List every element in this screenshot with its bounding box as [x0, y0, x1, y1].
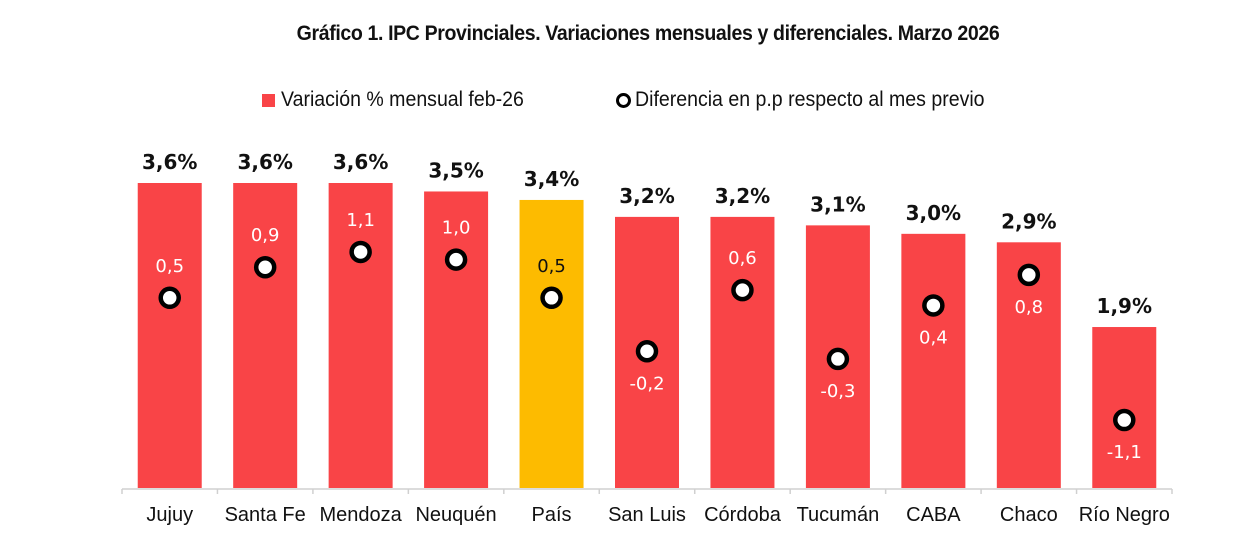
diff-value-label: -0,3 — [820, 381, 855, 402]
bar-value-label: 3,2% — [619, 184, 674, 208]
legend-item-dot: Diferencia en p.p respecto al mes previo — [616, 88, 1011, 112]
category-label: CABA — [906, 504, 961, 526]
bar-value-label: 3,6% — [333, 150, 388, 174]
category-label: Neuquén — [415, 504, 496, 526]
diff-value-label: 0,5 — [537, 256, 566, 277]
diff-marker-1 — [253, 255, 277, 279]
bar-1 — [233, 183, 298, 488]
diff-marker-4 — [540, 286, 563, 310]
diff-marker-8 — [922, 294, 945, 317]
diff-value-label: -1,1 — [1107, 442, 1142, 463]
diff-value-label: 0,4 — [919, 327, 948, 348]
diff-marker-0 — [158, 286, 181, 310]
legend-dot-label: Diferencia en p.p respecto al mes previo — [635, 88, 985, 111]
bar-10 — [1092, 327, 1157, 488]
diff-value-label: 0,6 — [728, 248, 757, 269]
diff-marker-5 — [635, 340, 659, 363]
bar-4 — [519, 199, 584, 488]
category-label: Mendoza — [319, 504, 402, 526]
bar-0 — [137, 183, 202, 488]
bar-value-label: 3,4% — [524, 167, 579, 191]
bar-value-label: 3,6% — [142, 150, 197, 174]
diff-marker-10 — [1113, 408, 1136, 432]
bar-value-label: 1,9% — [1097, 294, 1152, 318]
bar-value-label: 3,6% — [237, 150, 292, 174]
bar-2 — [328, 183, 393, 488]
legend-dot-swatch — [616, 92, 631, 108]
legend-bar-label: Variación % mensual feb-26 — [281, 88, 524, 111]
bar-value-label: 3,0% — [906, 201, 961, 225]
diff-value-label: -0,2 — [629, 373, 664, 394]
category-label: Santa Fe — [225, 504, 306, 526]
bar-value-label: 3,1% — [810, 192, 865, 216]
legend-item-bar: Variación % mensual feb-26 — [262, 88, 542, 112]
bar-3 — [424, 191, 489, 488]
category-label: San Luis — [608, 504, 686, 526]
diff-marker-2 — [349, 240, 372, 264]
diff-value-label: 0,8 — [1014, 297, 1043, 318]
chart-title: Gráfico 1. IPC Provinciales. Variaciones… — [296, 22, 1000, 45]
category-label: Jujuy — [146, 504, 193, 526]
diff-value-label: 1,0 — [442, 218, 471, 239]
legend-bar-swatch — [262, 93, 275, 107]
diff-value-label: 0,9 — [251, 225, 280, 246]
diff-value-label: 0,5 — [155, 256, 184, 277]
category-label: País — [532, 504, 572, 526]
bar-value-label: 3,2% — [715, 184, 770, 208]
category-label: Río Negro — [1079, 504, 1170, 526]
diff-marker-9 — [1017, 263, 1041, 287]
category-label: Chaco — [1000, 504, 1058, 526]
category-label: Córdoba — [704, 504, 782, 526]
diff-value-label: 1,1 — [346, 210, 375, 231]
category-label: Tucumán — [797, 504, 880, 526]
bar-value-label: 3,5% — [428, 158, 483, 182]
bar-8 — [901, 233, 966, 488]
bar-value-label: 2,9% — [1001, 209, 1056, 233]
diff-marker-7 — [826, 347, 850, 371]
diff-marker-3 — [444, 248, 468, 271]
bar-6 — [710, 216, 775, 488]
diff-marker-6 — [731, 278, 754, 302]
